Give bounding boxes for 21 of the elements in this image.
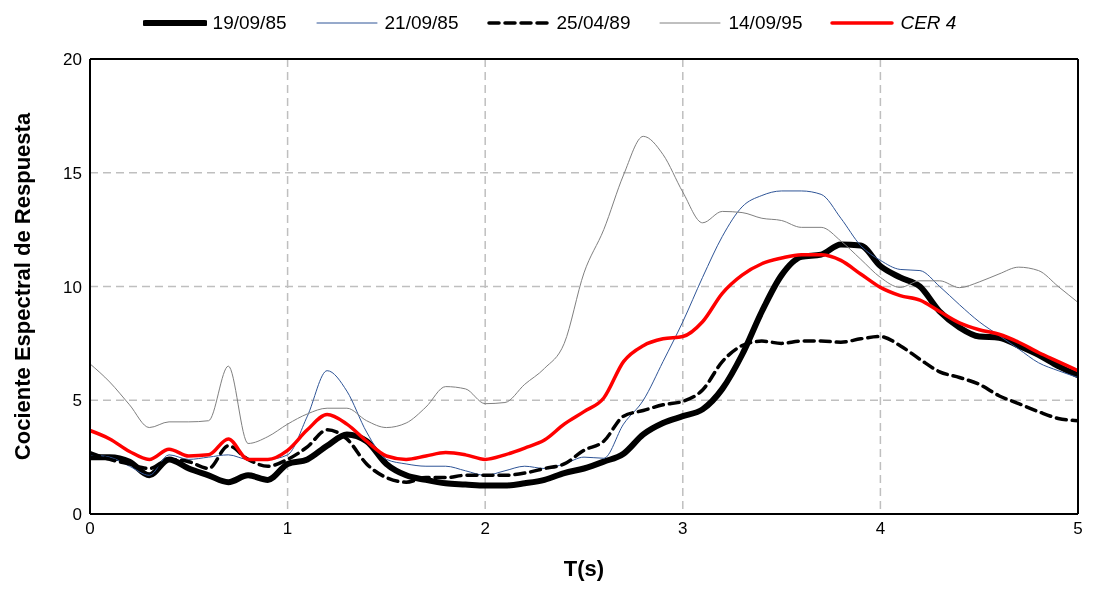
y-tick-label: 15 — [63, 163, 82, 183]
legend-label: CER 4 — [900, 12, 957, 34]
legend-label: 25/04/89 — [556, 12, 631, 34]
x-tick-label: 1 — [282, 519, 293, 539]
x-tick-label: 5 — [1073, 519, 1083, 539]
legend-label: 21/09/85 — [384, 12, 459, 34]
x-tick-label: 4 — [875, 519, 886, 539]
x-tick-label: 2 — [480, 519, 490, 539]
y-axis-title: Cociente Espectral de Respuesta — [9, 112, 35, 461]
x-tick-label: 3 — [678, 519, 688, 539]
y-tick-label: 5 — [72, 391, 82, 411]
line-series — [90, 190, 1078, 476]
x-tick-label: 0 — [85, 519, 95, 539]
line-series — [90, 135, 1078, 444]
x-axis-title: T(s) — [563, 556, 605, 581]
legend-label: 14/09/95 — [728, 12, 803, 34]
legend-label: 19/09/85 — [212, 12, 287, 34]
y-tick-label: 0 — [72, 505, 82, 525]
line-series — [90, 252, 1078, 462]
y-tick-label: 10 — [63, 277, 82, 297]
y-tick-label: 20 — [63, 50, 82, 70]
